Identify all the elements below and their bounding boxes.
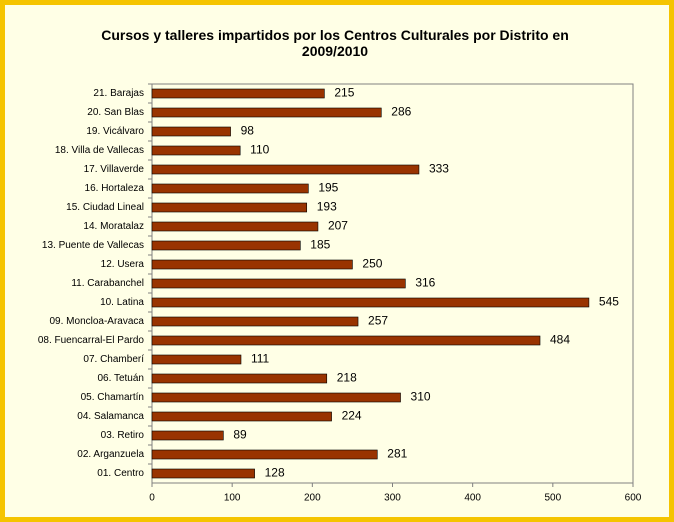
bar	[151, 221, 319, 232]
y-tick-label: 21. Barajas	[93, 88, 144, 99]
bar	[151, 183, 309, 194]
y-tick-label: 19. Vicálvaro	[86, 126, 144, 137]
x-tick-label: 300	[384, 493, 401, 504]
bar	[151, 126, 231, 137]
y-tick-label: 20. San Blas	[87, 107, 144, 118]
bar	[151, 164, 420, 175]
value-label: 110	[250, 143, 269, 157]
y-tick-label: 07. Chamberí	[83, 354, 144, 365]
bar	[151, 449, 378, 460]
y-tick-label: 09. Moncloa-Aravaca	[50, 316, 145, 327]
bar	[151, 278, 406, 289]
y-tick-label: 13. Puente de Vallecas	[42, 240, 144, 251]
bar	[151, 411, 332, 422]
bar	[151, 468, 255, 479]
value-label: 111	[251, 352, 270, 366]
y-tick-label: 17. Villaverde	[84, 164, 145, 175]
y-tick-label: 11. Carabanchel	[71, 278, 144, 289]
x-tick-label: 500	[544, 493, 561, 504]
bar	[151, 145, 241, 156]
value-label: 310	[411, 390, 431, 404]
bar	[151, 354, 242, 365]
value-label: 215	[334, 86, 354, 100]
y-tick-label: 02. Arganzuela	[77, 449, 144, 460]
y-tick-label: 14. Moratalaz	[83, 221, 144, 232]
bar	[151, 316, 359, 327]
value-label: 193	[317, 200, 337, 214]
x-tick-label: 100	[224, 493, 241, 504]
x-tick-label: 400	[464, 493, 481, 504]
value-label: 545	[599, 295, 619, 309]
y-tick-label: 08. Fuencarral-El Pardo	[38, 335, 145, 346]
y-tick-label: 18. Villa de Vallecas	[55, 145, 144, 156]
y-tick-label: 12. Usera	[101, 259, 145, 270]
y-tick-label: 03. Retiro	[101, 430, 145, 441]
bar	[151, 373, 328, 384]
x-tick-label: 600	[625, 493, 642, 504]
bar	[151, 259, 353, 270]
y-tick-label: 04. Salamanca	[77, 411, 144, 422]
y-tick-label: 01. Centro	[97, 468, 144, 479]
value-label: 286	[391, 105, 411, 119]
y-tick-label: 16. Hortaleza	[85, 183, 145, 194]
value-label: 281	[387, 447, 407, 461]
chart: 0 100 200 300 400 500 600 21. Barajas 215 20. San…	[38, 83, 642, 504]
x-tick-label: 200	[304, 493, 321, 504]
bar	[151, 240, 301, 251]
value-label: 89	[233, 428, 247, 442]
value-label: 484	[550, 333, 570, 347]
value-label: 333	[429, 162, 449, 176]
value-label: 128	[265, 466, 285, 480]
value-label: 224	[342, 409, 362, 423]
bar	[151, 430, 224, 441]
y-tick-label: 15. Ciudad Lineal	[66, 202, 144, 213]
value-label: 207	[328, 219, 348, 233]
y-tick-label: 10. Latina	[100, 297, 144, 308]
value-label: 218	[337, 371, 357, 385]
value-label: 250	[362, 257, 382, 271]
value-label: 98	[241, 124, 255, 138]
x-tick-label: 0	[149, 493, 155, 504]
value-label: 316	[415, 276, 435, 290]
bar	[151, 335, 541, 346]
value-label: 185	[310, 238, 330, 252]
y-tick-label: 05. Chamartín	[81, 392, 144, 403]
bar	[151, 392, 401, 403]
y-tick-label: 06. Tetuán	[97, 373, 144, 384]
value-label: 195	[318, 181, 338, 195]
bar	[151, 107, 382, 118]
bar	[151, 88, 325, 99]
bar	[151, 297, 590, 308]
chart-title: Cursos y talleres impartidos por los Cen…	[101, 27, 569, 59]
value-label: 257	[368, 314, 388, 328]
bar	[151, 202, 308, 213]
